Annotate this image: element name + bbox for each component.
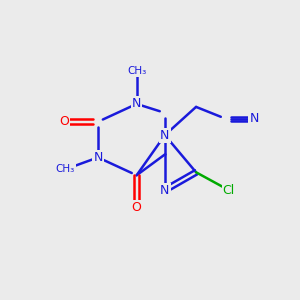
Text: O: O [132, 202, 142, 214]
Text: N: N [249, 112, 259, 125]
Text: CH₃: CH₃ [127, 66, 146, 76]
Text: N: N [160, 184, 170, 196]
Text: N: N [160, 129, 170, 142]
Text: O: O [59, 115, 69, 128]
Text: Cl: Cl [223, 184, 235, 196]
Text: CH₃: CH₃ [56, 164, 75, 174]
Text: N: N [132, 98, 141, 110]
Text: N: N [93, 151, 103, 164]
